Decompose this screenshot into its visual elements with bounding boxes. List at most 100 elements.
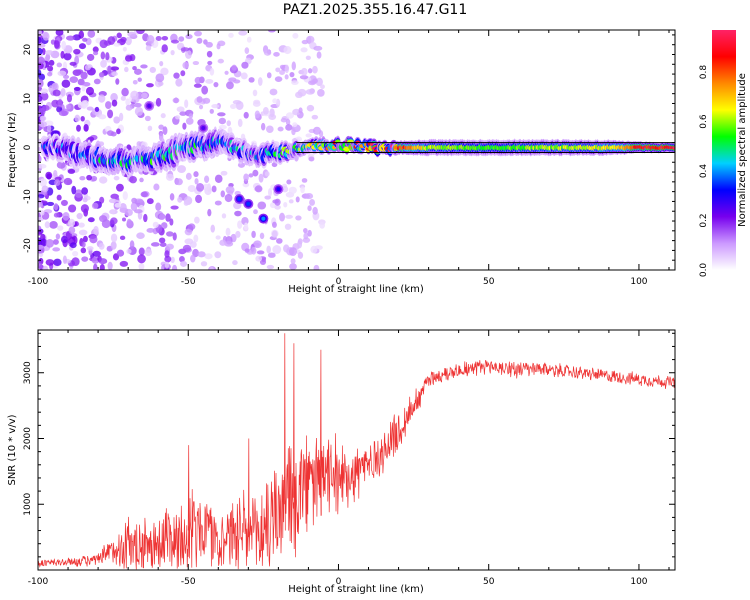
noise-blob [60, 199, 68, 206]
noise-blob [94, 106, 100, 112]
noise-blob [165, 173, 174, 181]
noise-blob [136, 30, 145, 35]
noise-blob [147, 125, 153, 132]
noise-blob [264, 171, 270, 177]
noise-blob [87, 30, 96, 38]
noise-blob [110, 217, 118, 225]
colorbar-tick-label: 0.0 [699, 263, 709, 278]
noise-blob [105, 52, 110, 61]
noise-blob [274, 76, 283, 83]
noise-blob [185, 172, 192, 180]
noise-blob [238, 30, 248, 36]
noise-blob [309, 199, 315, 206]
noise-blob [176, 106, 185, 113]
noise-blob [38, 163, 47, 169]
noise-blob [307, 205, 312, 212]
noise-blob [179, 256, 185, 263]
noise-blob [71, 257, 80, 267]
noise-blob [93, 263, 98, 270]
noise-blob [307, 68, 313, 74]
noise-blob [63, 177, 73, 186]
noise-blob [307, 229, 312, 237]
noise-blob [313, 264, 320, 270]
snr-x-tick-label: 50 [483, 577, 495, 587]
noise-blob [158, 81, 164, 86]
colorbar-gradient [712, 30, 736, 270]
noise-blob [264, 195, 272, 200]
noise-blob [67, 168, 76, 174]
noise-blob [288, 199, 294, 204]
snr-x-tick-label: -100 [28, 577, 49, 587]
noise-blob [274, 204, 281, 210]
noise-blob [160, 67, 169, 76]
noise-blob [109, 209, 116, 215]
noise-blob [226, 120, 231, 127]
noise-blob [312, 206, 318, 215]
noise-blob [305, 133, 312, 138]
noise-blob [159, 213, 166, 220]
spectrogram-x-tick-label: 50 [483, 277, 495, 287]
noise-blob [320, 84, 325, 90]
noise-blob [248, 173, 254, 178]
noise-blob [224, 193, 233, 203]
noise-blob [188, 113, 194, 119]
noise-blob [251, 230, 256, 239]
noise-blob [143, 213, 148, 223]
noise-blob [79, 176, 86, 181]
noise-blob [107, 109, 114, 119]
noise-blob [266, 245, 271, 254]
noise-blob [52, 239, 59, 245]
noise-blob [164, 261, 170, 269]
spectral-spot [201, 125, 206, 130]
noise-blob [55, 233, 61, 240]
noise-blob [62, 61, 68, 71]
noise-blob [310, 245, 318, 254]
noise-blob [124, 66, 129, 73]
noise-blob [185, 117, 194, 125]
noise-blob [248, 77, 255, 83]
noise-blob [58, 110, 68, 117]
colorbar-tick-label: 0.4 [699, 164, 709, 179]
noise-blob [250, 246, 257, 255]
noise-blob [229, 103, 237, 109]
noise-blob [98, 176, 108, 184]
noise-blob [193, 83, 202, 88]
noise-blob [180, 70, 186, 77]
noise-blob [132, 79, 138, 85]
noise-blob [182, 122, 187, 130]
noise-blob [246, 36, 252, 43]
noise-blob [119, 260, 129, 267]
snr-panel: -100 -50 0 50 100 1000 2000 3000 Height of stra… [7, 329, 676, 595]
noise-blob [313, 45, 323, 51]
noise-blob [266, 72, 272, 79]
noise-blob [291, 127, 296, 136]
noise-blob [116, 128, 121, 135]
noise-blob [209, 108, 214, 114]
noise-blob [252, 89, 258, 97]
noise-blob [295, 196, 300, 203]
spectrogram-y-tick-label: 20 [23, 44, 33, 56]
noise-blob [271, 221, 277, 228]
noise-blob [235, 230, 241, 238]
noise-blob [115, 78, 120, 85]
noise-blob [244, 47, 250, 55]
snr-x-tick-label: 100 [630, 577, 647, 587]
noise-blob [52, 247, 61, 252]
noise-blob [180, 47, 190, 52]
noise-blob [76, 124, 81, 132]
snr-y-tick-label: 1000 [23, 493, 33, 516]
spectrogram-y-tick-label: -20 [23, 238, 33, 253]
noise-blob [133, 209, 143, 214]
snr-y-axis-label: SNR (10 * v/v) [7, 414, 18, 485]
noise-blob [179, 111, 187, 116]
noise-blob [124, 55, 133, 62]
noise-blob [164, 255, 172, 263]
noise-blob [175, 115, 181, 120]
noise-blob [219, 239, 227, 246]
noise-blob [292, 32, 299, 39]
noise-blob [303, 228, 308, 234]
noise-blob [281, 185, 289, 193]
noise-blob [42, 31, 50, 41]
noise-blob [194, 178, 199, 185]
noise-blob [308, 80, 317, 86]
